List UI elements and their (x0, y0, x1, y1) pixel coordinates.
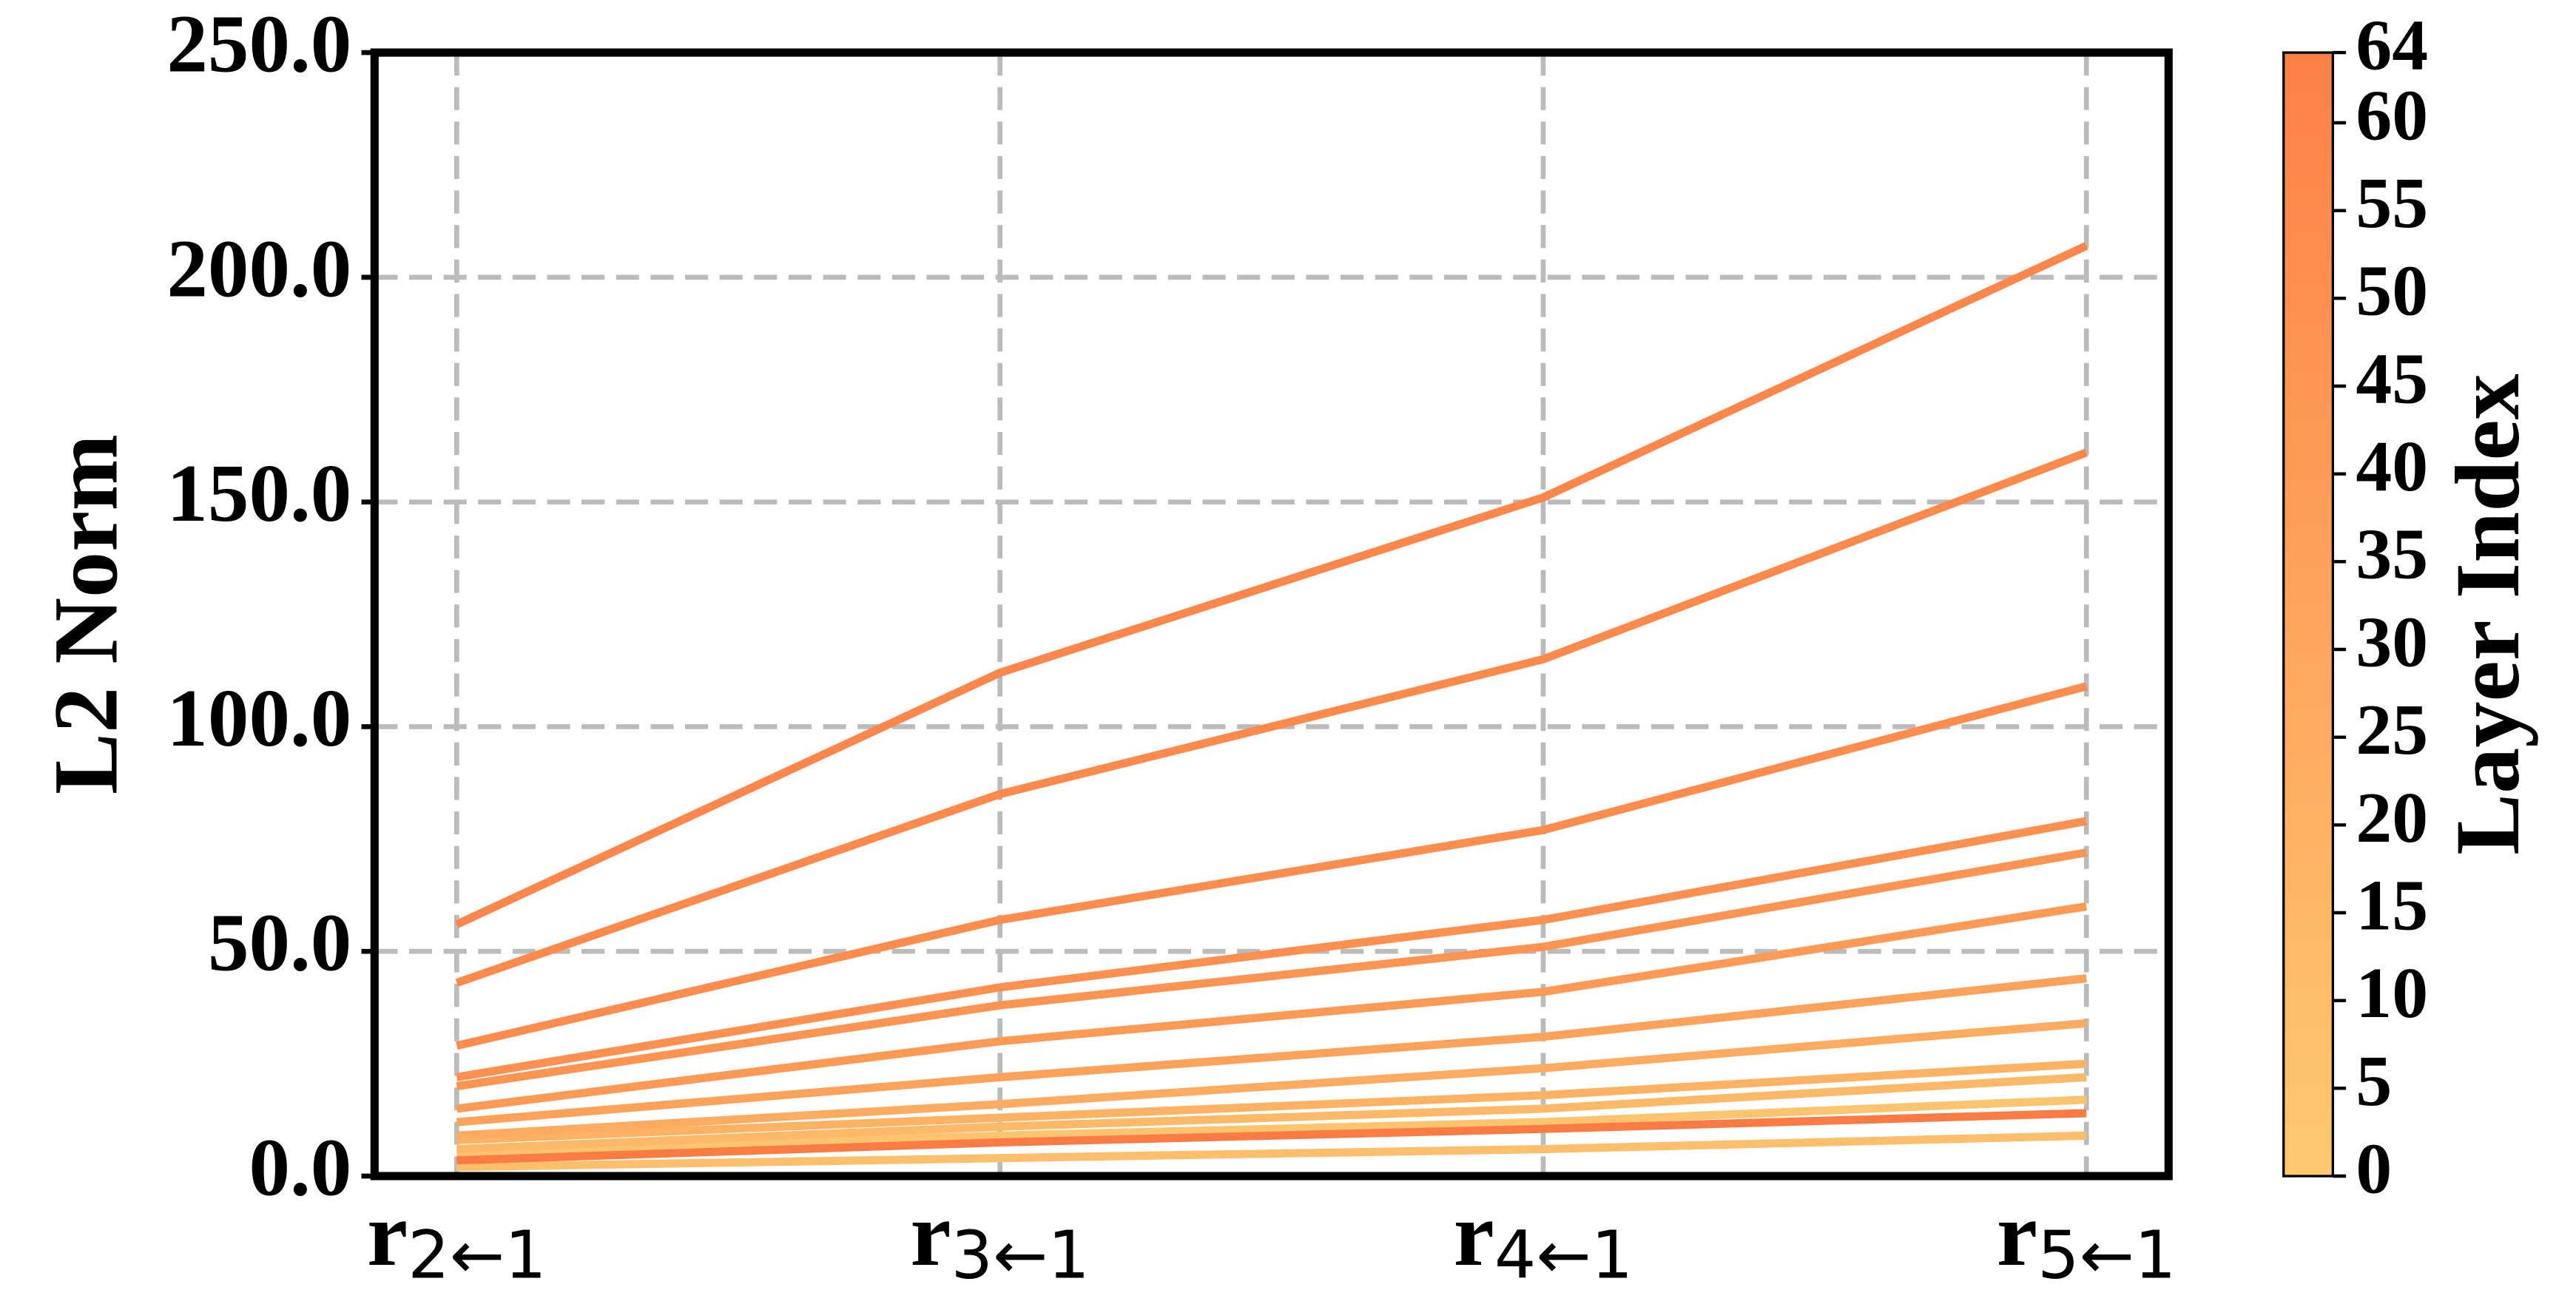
x-tick-main: r (367, 1183, 408, 1285)
series-line (456, 1019, 2087, 1140)
series-line (456, 1059, 2087, 1144)
colorbar-tick-label: 20 (2356, 778, 2428, 858)
colorbar-tick-label: 64 (2356, 5, 2428, 85)
colorbar-tick-label: 30 (2356, 602, 2428, 682)
colorbar-tick-label: 10 (2356, 953, 2428, 1033)
colorbar (2282, 51, 2335, 1178)
colorbar-tick-label: 50 (2356, 251, 2428, 331)
series-line (456, 848, 2088, 1090)
y-tick-label: 250.0 (166, 0, 351, 90)
series-line (456, 1131, 2087, 1172)
colorbar-label: Layer Index (2436, 374, 2538, 855)
series-line (456, 1109, 2087, 1165)
x-tick-main: r (1454, 1183, 1494, 1285)
series-line (456, 1095, 2087, 1158)
x-tick-sub: 4←1 (1494, 1217, 1633, 1294)
colorbar-tick-label: 15 (2356, 865, 2428, 945)
colorbar-tick-label: 40 (2356, 427, 2428, 507)
colorbar-tick-label: 0 (2356, 1129, 2392, 1209)
x-tick-main: r (1997, 1183, 2037, 1285)
x-tick-sub: 3←1 (951, 1217, 1090, 1294)
x-tick-sub: 5←1 (2037, 1217, 2176, 1294)
colorbar-tick-label: 45 (2356, 339, 2428, 419)
x-tick-label: r2←1 (367, 1183, 547, 1294)
series-line (455, 448, 2088, 987)
x-tick-sub: 2←1 (408, 1217, 546, 1294)
series-line (456, 682, 2088, 1050)
y-tick-label: 200.0 (166, 223, 351, 314)
y-tick-label: 0.0 (249, 1122, 351, 1213)
x-tick-main: r (910, 1183, 951, 1285)
y-axis-label: L2 Norm (34, 434, 136, 794)
colorbar-tick-label: 5 (2356, 1041, 2392, 1121)
series-line (456, 974, 2087, 1127)
series-line (455, 242, 2088, 928)
y-tick-label: 50.0 (208, 898, 351, 989)
plot-frame (370, 48, 2173, 1181)
x-tick-label: r4←1 (1454, 1183, 1633, 1294)
colorbar-tick-label: 35 (2356, 515, 2428, 595)
colorbar-tick-label: 25 (2356, 690, 2428, 770)
series-line (456, 1073, 2087, 1154)
y-tick-label: 150.0 (166, 448, 351, 539)
x-tick-label: r3←1 (910, 1183, 1090, 1294)
series-line (456, 902, 2088, 1113)
y-tick-label: 100.0 (166, 673, 351, 764)
x-tick-label: r5←1 (1997, 1183, 2177, 1294)
colorbar-tick-label: 55 (2356, 163, 2428, 243)
colorbar-tick-label: 60 (2356, 75, 2428, 155)
series-line (456, 817, 2088, 1081)
